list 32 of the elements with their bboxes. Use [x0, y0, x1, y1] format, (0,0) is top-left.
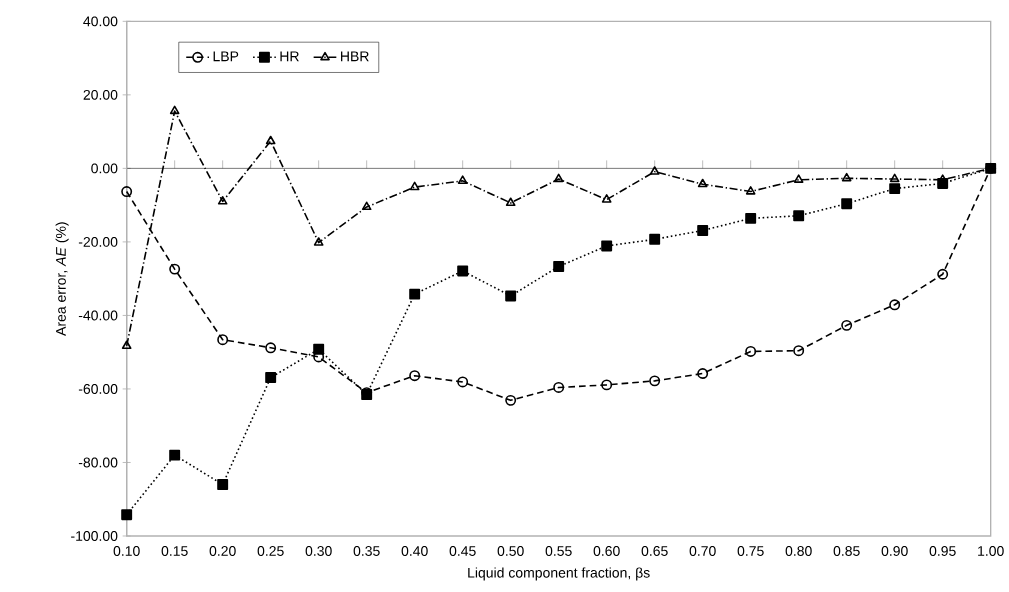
y-tick-label: -60.00	[78, 384, 118, 394]
x-tick-label: 0.55	[545, 546, 572, 556]
x-tick-label: 0.90	[881, 546, 908, 556]
y-tick-label: 20.00	[83, 89, 118, 100]
y-tick-label: -20.00	[78, 236, 118, 247]
x-axis-title: Liquid component fraction, βs	[468, 567, 650, 581]
x-tick-label: 0.35	[353, 546, 380, 556]
x-tick-label: 0.65	[641, 546, 668, 556]
legend-label: HBR	[341, 51, 369, 62]
x-tick-label: 0.45	[449, 546, 476, 556]
x-tick-label: 0.20	[209, 546, 236, 556]
y-tick-label: -40.00	[78, 310, 118, 321]
x-tick-label: 0.10	[113, 546, 140, 556]
y-axis-title: Area error, AE (%)	[55, 222, 69, 336]
x-tick-label: 1.00	[978, 546, 1004, 556]
legend-label: HR	[280, 51, 299, 62]
x-tick-label: 0.50	[497, 546, 524, 556]
y-tick-label: -80.00	[78, 457, 118, 468]
y-tick-label: 40.00	[83, 16, 118, 27]
y-tick-label: 0.00	[91, 163, 118, 174]
x-tick-label: 0.60	[593, 546, 620, 556]
x-tick-label: 0.30	[305, 546, 332, 556]
x-tick-label: 0.25	[257, 546, 284, 556]
x-tick-label: 0.40	[401, 546, 428, 556]
y-tick-label: -100.00	[71, 531, 118, 541]
x-tick-label: 0.85	[833, 546, 860, 556]
x-tick-label: 0.95	[929, 546, 956, 556]
x-tick-label: 0.15	[161, 546, 188, 556]
legend-label: LBP	[213, 51, 239, 62]
x-tick-label: 0.75	[737, 546, 764, 556]
x-tick-label: 0.80	[785, 546, 812, 556]
x-tick-label: 0.70	[689, 546, 716, 556]
